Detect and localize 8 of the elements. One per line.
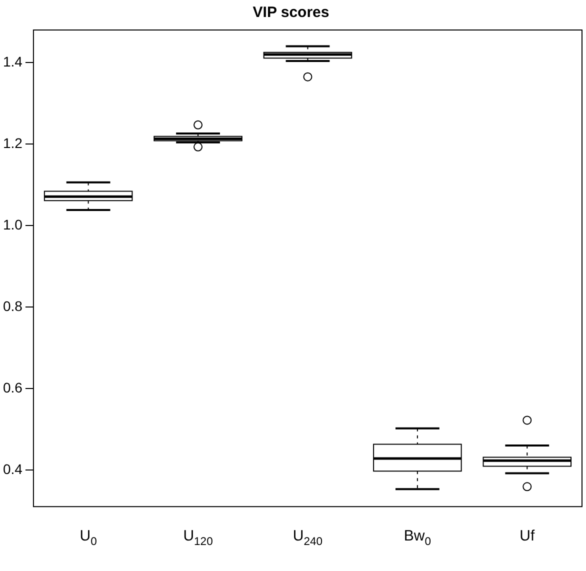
y-tick-label: 1.0 [2, 216, 23, 232]
chart-title: VIP scores [252, 4, 330, 22]
y-tick-label: 0.8 [2, 298, 23, 314]
x-tick-label: Uf [520, 528, 536, 545]
y-tick-label: 0.6 [2, 379, 23, 396]
y-tick-label: 1.2 [2, 134, 23, 151]
y-tick-label: 0.4 [2, 460, 23, 477]
y-tick-label: 1.4 [2, 53, 23, 70]
